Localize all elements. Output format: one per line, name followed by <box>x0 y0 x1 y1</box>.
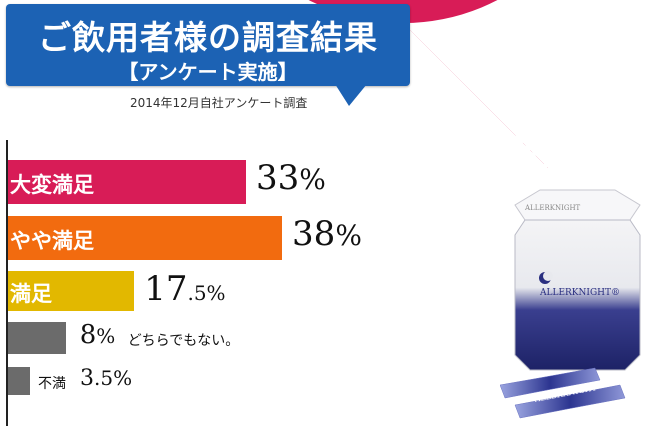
bar-label-dissatisfied: 不満 <box>38 376 66 392</box>
bar-label-very-satisfied: 大変満足 <box>10 173 94 197</box>
pie-slice-other <box>403 0 548 168</box>
bar-0 <box>8 160 246 204</box>
bar-value-number: 38 <box>292 214 336 254</box>
bar-2 <box>8 271 135 311</box>
bar-value-unit: % <box>299 163 326 196</box>
product-lid-text: ALLERKNIGHT <box>524 204 581 212</box>
bar-label-neutral: どちらでもない。 <box>127 333 240 349</box>
bar-3 <box>8 322 66 354</box>
bar-value-1: 38% <box>292 214 362 254</box>
bar-value-number: 33 <box>256 158 300 198</box>
bar-value-0: 33% <box>256 158 326 198</box>
bar-value-number: 3 <box>80 366 94 391</box>
product-package-illustration: ALLERKNIGHT® ALLERKNIGHT ALLERKNIGHT <box>500 189 641 419</box>
bar-value-3: 8% <box>80 320 116 350</box>
bar-value-unit: .5% <box>187 281 226 305</box>
page-subtitle: 【アンケート実施】 <box>118 60 298 84</box>
product-brand-text: ALLERKNIGHT® <box>539 288 620 298</box>
pie-value-main: 87 <box>375 162 493 269</box>
bar-value-unit: % <box>335 219 362 252</box>
title-banner-tail <box>335 84 367 106</box>
bar-label-satisfied: 満足 <box>10 282 52 306</box>
pie-label: 満足度 <box>498 132 618 179</box>
bar-label-somewhat-satisfied: やや満足 <box>10 229 94 253</box>
bar-value-unit: .5% <box>94 366 133 390</box>
bar-value-2: 17.5% <box>144 269 225 309</box>
bar-1 <box>8 216 283 260</box>
survey-note: 2014年12月自社アンケート調査 <box>130 96 308 110</box>
bar-value-number: 8 <box>79 320 97 350</box>
page-title: ご飲用者様の調査結果 <box>38 18 378 57</box>
bar-4 <box>8 367 30 395</box>
bar-value-number: 17 <box>144 269 188 309</box>
title-banner: ご飲用者様の調査結果 【アンケート実施】 <box>6 4 410 86</box>
bar-value-unit: % <box>96 324 116 348</box>
bar-chart-axis <box>6 140 8 426</box>
bar-value-4: 3.5% <box>80 366 132 391</box>
